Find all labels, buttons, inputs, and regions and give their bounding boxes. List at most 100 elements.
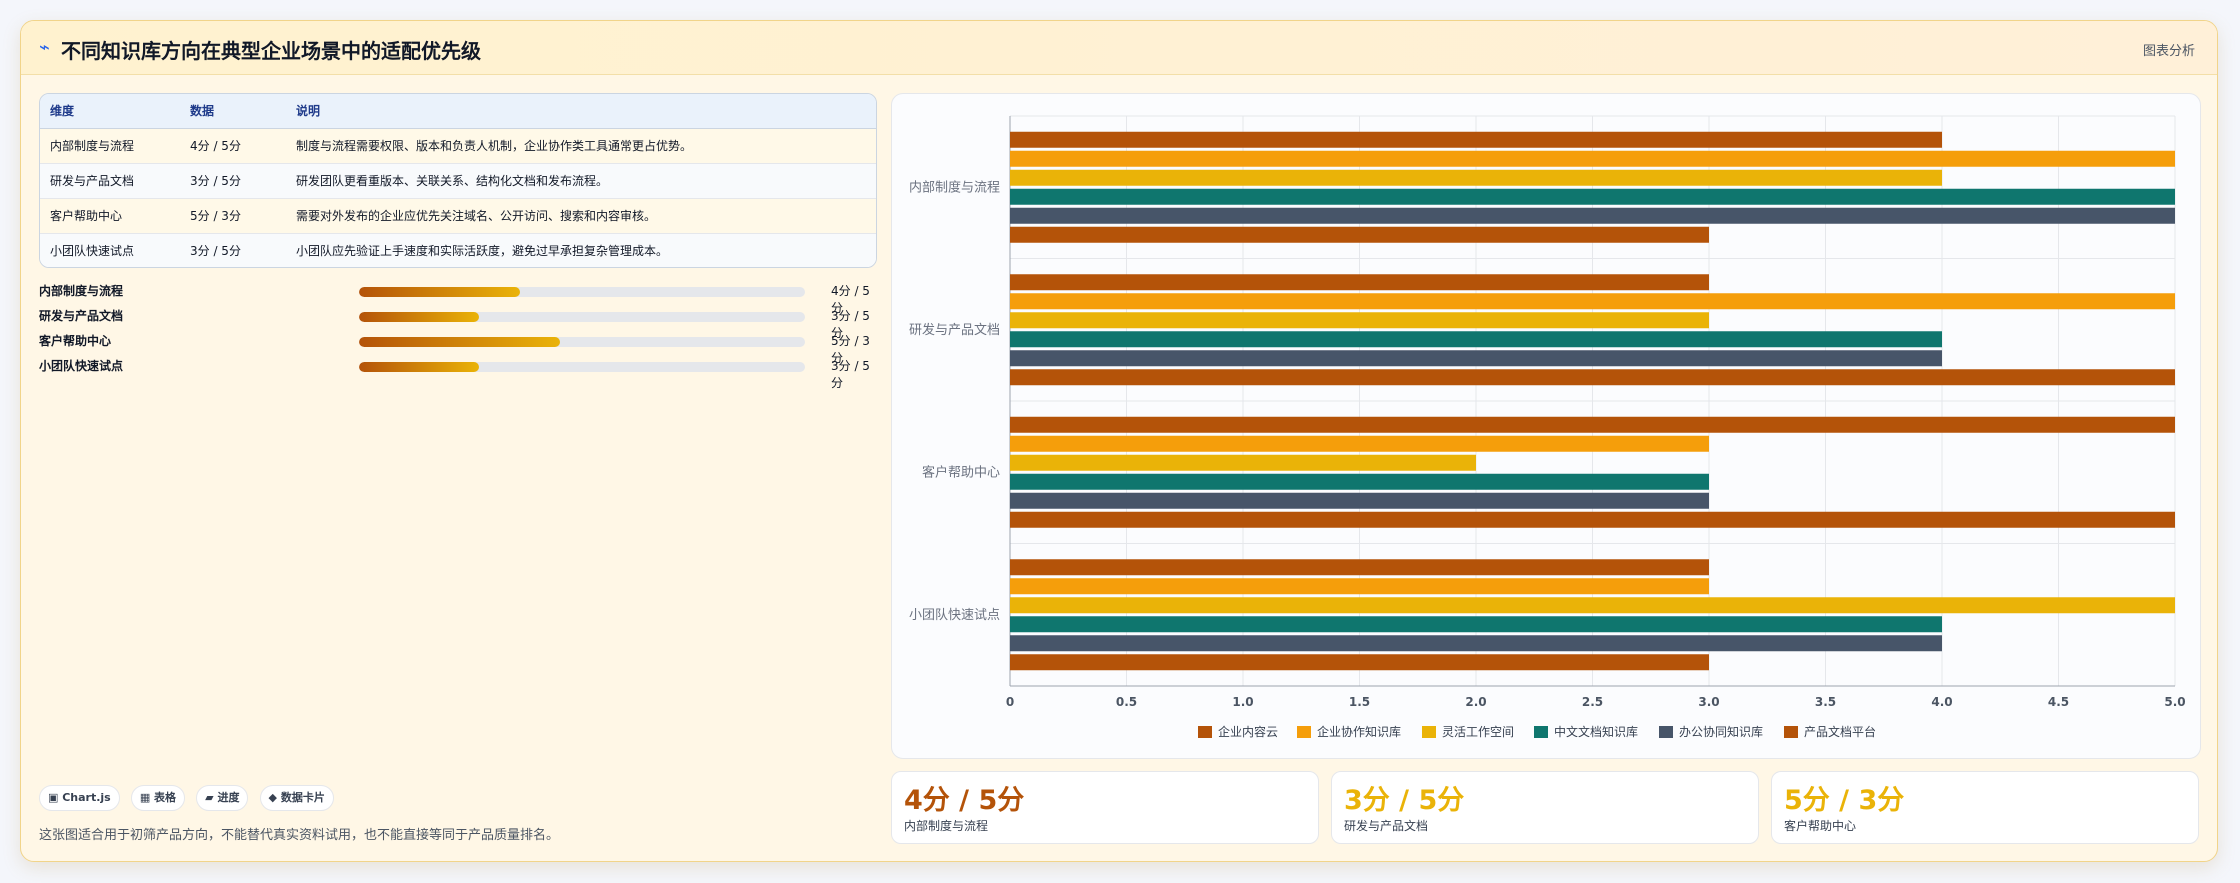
feature-chips: ▣ Chart.js ▦ 表格 ▰ 进度 ◆ 数据卡片: [39, 785, 340, 811]
bar: [1010, 597, 2175, 614]
x-tick-label: 0: [1006, 695, 1014, 709]
y-category-label: 小团队快速试点: [909, 608, 1000, 623]
table-row: 研发与产品文档 3分 / 5分 研发团队更看重版本、关联关系、结构化文档和发布流…: [40, 163, 876, 199]
progress-list: 内部制度与流程 4分 / 5分 研发与产品文档 3分 / 5分 客户帮助中心 5…: [39, 278, 877, 390]
bar: [1010, 150, 2175, 167]
bar: [1010, 473, 1709, 490]
cell-data: 4分 / 5分: [180, 128, 286, 164]
cell-description: 小团队应先验证上手速度和实际活跃度，避免过早承担复杂管理成本。: [286, 233, 876, 267]
x-tick-label: 0.5: [1116, 695, 1137, 709]
kpi-card: 5分 / 3分 客户帮助中心: [1771, 771, 2199, 844]
bar: [1010, 559, 1709, 576]
chart-panel: 0 0.5 1.0 1.5 2.0 2.5 3.0 3.5 4.0 4.5 5.0 内部制度与流程 研发…: [891, 93, 2201, 759]
kpi-value: 3分 / 5分: [1344, 785, 1465, 816]
kpi-label: 内部制度与流程: [904, 819, 989, 833]
progress-value: 4分 / 5分: [831, 284, 870, 315]
progress-label: 小团队快速试点: [39, 359, 124, 373]
x-tick-label: 5.0: [2164, 695, 2185, 709]
x-tick-label: 1.0: [1232, 695, 1253, 709]
cell-data: 5分 / 3分: [180, 198, 286, 234]
kpi-card: 4分 / 5分 内部制度与流程: [891, 771, 1319, 844]
bar: [1010, 312, 1709, 329]
kpi-label: 研发与产品文档: [1344, 819, 1429, 833]
progress-value: 3分 / 5分: [831, 359, 870, 390]
y-category-label: 内部制度与流程: [909, 179, 1000, 195]
legend-swatch: [1422, 726, 1436, 738]
cell-dimension: 小团队快速试点: [40, 233, 180, 267]
bar: [1010, 188, 2175, 205]
legend-swatch: [1534, 726, 1548, 738]
kpi-value: 5分 / 3分: [1784, 785, 1905, 816]
progress-fill: [359, 362, 480, 372]
progress-row: 客户帮助中心 5分 / 3分: [39, 328, 877, 365]
bar: [1010, 207, 2175, 224]
cell-description: 制度与流程需要权限、版本和负责人机制，企业协作类工具通常更占优势。: [286, 128, 876, 164]
bar: [1010, 226, 1709, 243]
bar: [1010, 274, 1709, 291]
cell-description: 需要对外发布的企业应优先关注域名、公开访问、搜索和内容审核。: [286, 198, 876, 234]
column-header-description: 说明: [286, 94, 876, 129]
progress-fill: [359, 287, 520, 297]
kpi-label: 客户帮助中心: [1784, 819, 1857, 833]
progress-value: 3分 / 5分: [831, 309, 870, 340]
progress-track: [359, 287, 805, 297]
x-tick-label: 4.0: [1931, 695, 1952, 709]
bar: [1010, 492, 1709, 509]
bar: [1010, 435, 1709, 452]
data-table: 维度 数据 说明 内部制度与流程 4分 / 5分 制度与流程需要权限、版本和负责…: [39, 93, 877, 268]
legend-label: 产品文档平台: [1804, 724, 1876, 739]
x-tick-label: 2.0: [1465, 695, 1486, 709]
legend-swatch: [1659, 726, 1673, 738]
column-header-data: 数据: [180, 94, 286, 129]
progress-value: 5分 / 3分: [831, 334, 870, 365]
legend-label: 灵活工作空间: [1442, 725, 1514, 739]
progress-fill: [359, 337, 560, 347]
x-tick-label: 1.5: [1349, 695, 1370, 709]
column-header-dimension: 维度: [40, 94, 180, 129]
legend-label: 办公协同知识库: [1679, 724, 1763, 739]
progress-row: 小团队快速试点 3分 / 5分: [39, 353, 877, 390]
legend-swatch: [1784, 726, 1798, 738]
bar-chart: 0 0.5 1.0 1.5 2.0 2.5 3.0 3.5 4.0 4.5 5.0 内部制度与流程研发…: [909, 115, 2186, 739]
x-tick-label: 4.5: [2048, 695, 2069, 709]
progress-row: 内部制度与流程 4分 / 5分: [39, 278, 877, 315]
card-header: ⌁ 不同知识库方向在典型企业场景中的适配优先级 图表分析: [21, 21, 2217, 75]
chip-chartjs[interactable]: ▣ Chart.js: [39, 785, 120, 811]
bar: [1010, 511, 2175, 528]
bar: [1010, 416, 2175, 433]
kpi-card: 3分 / 5分 研发与产品文档: [1331, 771, 1759, 844]
progress-label: 内部制度与流程: [39, 284, 124, 298]
chip-data-cards[interactable]: ◆ 数据卡片: [259, 785, 334, 811]
legend-label: 企业协作知识库: [1317, 724, 1401, 739]
footnote: 这张图适合用于初筛产品方向，不能替代真实资料试用，也不能直接等同于产品质量排名。: [39, 828, 560, 843]
bar: [1010, 578, 1709, 595]
legend-label: 企业内容云: [1218, 724, 1278, 739]
bar: [1010, 616, 1942, 633]
chip-progress[interactable]: ▰ 进度: [196, 785, 249, 811]
bar: [1010, 169, 1942, 186]
bar: [1010, 635, 1942, 652]
progress-row: 研发与产品文档 3分 / 5分: [39, 303, 877, 340]
kpi-value: 4分 / 5分: [904, 785, 1025, 816]
page-title: 不同知识库方向在典型企业场景中的适配优先级: [61, 39, 481, 63]
x-tick-label: 2.5: [1582, 695, 1603, 709]
bar: [1010, 654, 1709, 671]
table-row: 内部制度与流程 4分 / 5分 制度与流程需要权限、版本和负责人机制，企业协作类…: [40, 128, 876, 164]
cell-description: 研发团队更看重版本、关联关系、结构化文档和发布流程。: [286, 163, 876, 199]
progress-label: 客户帮助中心: [39, 334, 112, 348]
table-row: 客户帮助中心 5分 / 3分 需要对外发布的企业应优先关注域名、公开访问、搜索和…: [40, 198, 876, 234]
progress-fill: [359, 312, 480, 322]
bar: [1010, 369, 2175, 386]
table-row: 小团队快速试点 3分 / 5分 小团队应先验证上手速度和实际活跃度，避免过早承担…: [40, 233, 876, 267]
legend-swatch: [1297, 726, 1311, 738]
bar: [1010, 454, 1476, 471]
bar: [1010, 331, 1942, 348]
chip-table[interactable]: ▦ 表格: [130, 785, 186, 811]
y-category-label: 客户帮助中心: [922, 464, 1000, 480]
y-category-label: 研发与产品文档: [909, 322, 1000, 338]
legend-label: 中文文档知识库: [1554, 724, 1638, 739]
bar: [1010, 350, 1942, 367]
bar: [1010, 131, 1942, 148]
chart-analysis-tag: 图表分析: [2142, 44, 2195, 59]
legend-swatch: [1198, 726, 1212, 738]
